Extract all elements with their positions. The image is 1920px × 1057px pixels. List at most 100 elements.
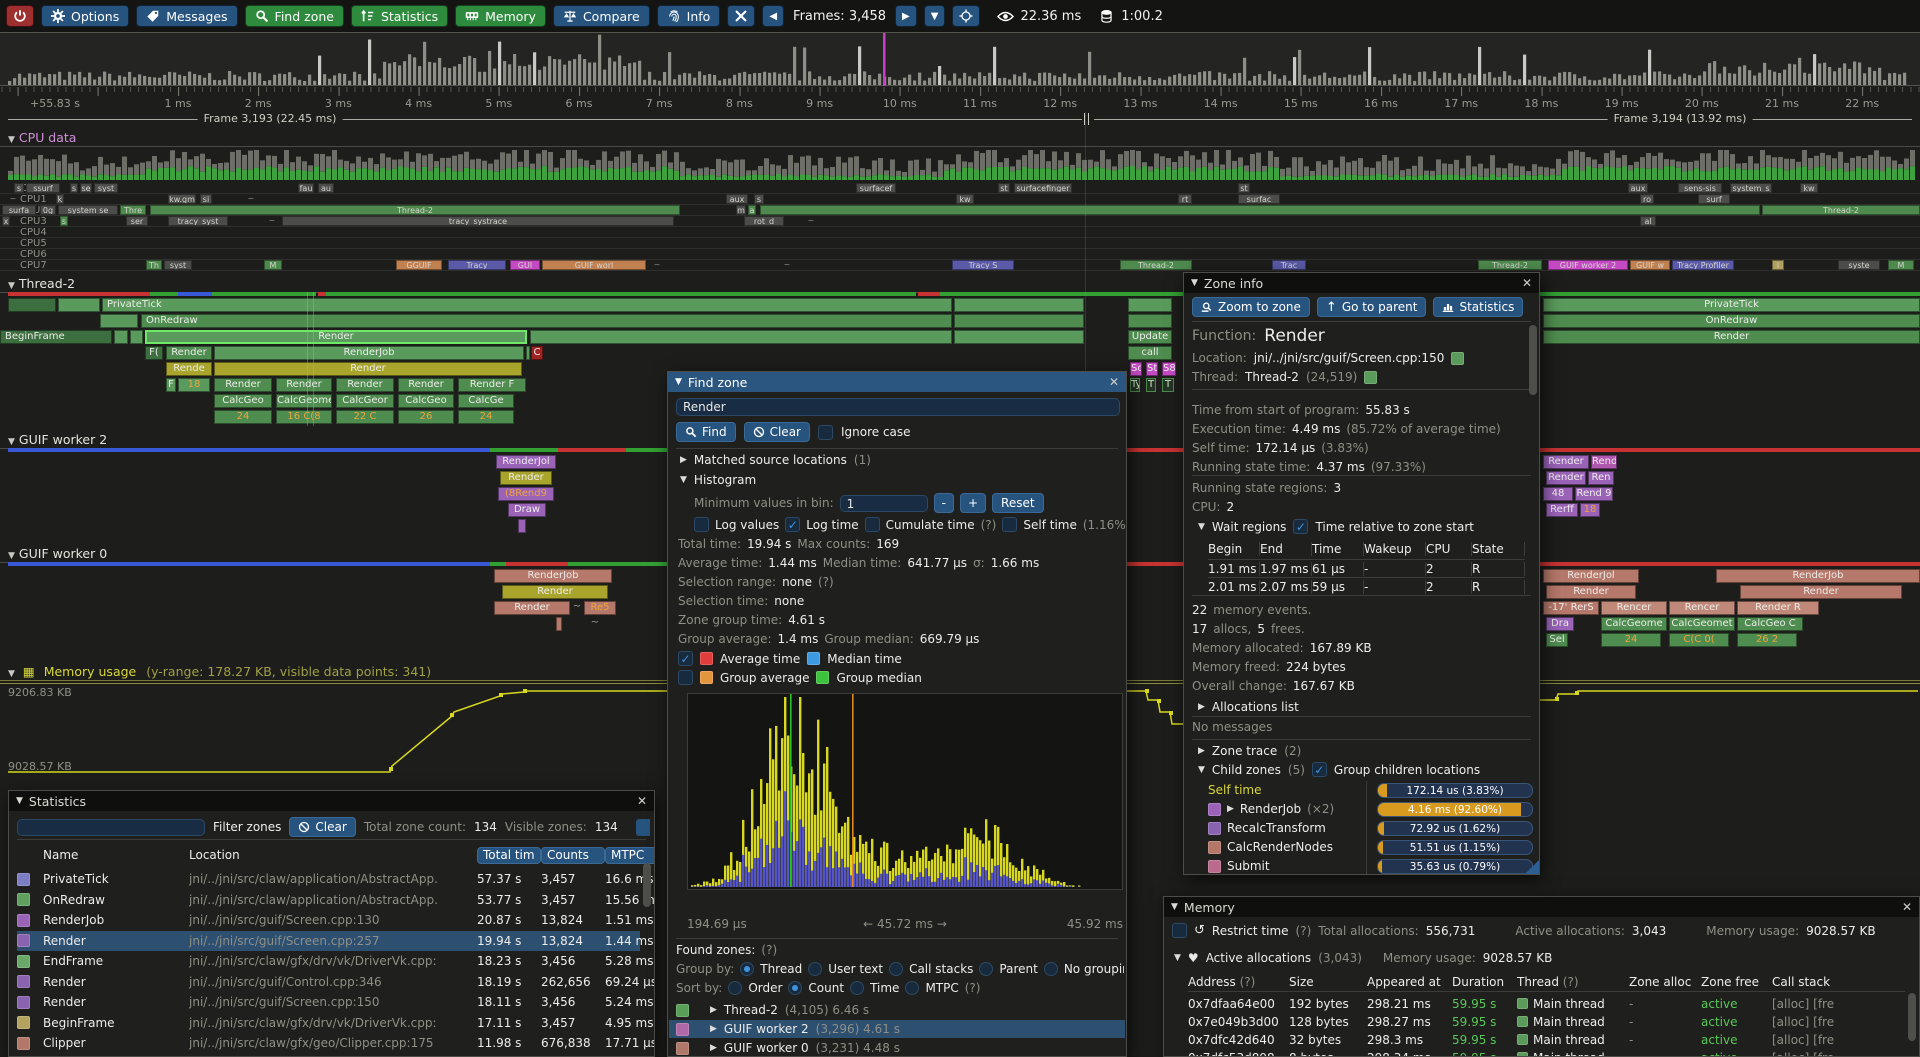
- timeline-zone[interactable]: Ren: [1588, 471, 1614, 485]
- close-icon[interactable]: ✕: [1901, 900, 1912, 914]
- expander-icon[interactable]: ▶: [710, 1005, 717, 1015]
- timeline-zone[interactable]: Render: [1543, 455, 1589, 469]
- table-row[interactable]: Render jni/../jni/src/guif/Screen.cpp:150…: [17, 992, 653, 1012]
- timeline-zone[interactable]: 16 C(8: [276, 410, 332, 424]
- restrict-time-checkbox[interactable]: [1172, 923, 1187, 938]
- timeline-zone[interactable]: RenderJob: [494, 569, 612, 583]
- timeline-zone[interactable]: 26 2: [1737, 633, 1797, 647]
- timeline-zone[interactable]: Update: [1128, 330, 1172, 344]
- thread-section-header-thread-2[interactable]: ▼ Thread-2: [0, 276, 1920, 293]
- timeline-zone[interactable]: 24: [214, 410, 272, 424]
- timeline-zone[interactable]: RenderJob: [1716, 569, 1920, 583]
- memory-titlebar[interactable]: ▼ Memory ✕: [1164, 897, 1919, 917]
- collapse-icon[interactable]: ▼: [8, 669, 15, 679]
- go-to-parent-button[interactable]: ↑ Go to parent: [1316, 297, 1427, 317]
- radio-sort-by-mtpc[interactable]: [905, 981, 920, 995]
- timeline-zone[interactable]: F(: [145, 346, 163, 360]
- toolbar-button-compare[interactable]: Compare: [552, 5, 650, 27]
- child-zone-row[interactable]: Submit 35.63 us (0.79%): [1208, 857, 1533, 874]
- cpu-zone[interactable]: surf: [1698, 194, 1730, 204]
- column-header-counts[interactable]: Counts: [541, 846, 605, 864]
- toolbar-button-find-zone[interactable]: Find zone: [244, 5, 344, 27]
- timeline-zone[interactable]: 18: [178, 378, 210, 392]
- cpu-zone[interactable]: x: [2, 216, 10, 226]
- clear-filter-button[interactable]: Clear: [289, 817, 356, 837]
- timeline-zone[interactable]: RenderJob: [214, 346, 524, 360]
- found-zone-group[interactable]: ▶ GUIF worker 0 (3,231) 4.48 s: [669, 1039, 1125, 1056]
- time-relative-checkbox[interactable]: ✓: [1293, 519, 1309, 534]
- child-zone-row[interactable]: ▶ RenderJob (×2) 4.16 ms (92.60%): [1208, 800, 1533, 818]
- search-input[interactable]: Render: [676, 398, 1120, 416]
- cpu-zone[interactable]: Tracy: [448, 260, 506, 270]
- cpu-zone[interactable]: al: [1640, 216, 1656, 226]
- timeline-zone[interactable]: Render: [1740, 585, 1902, 599]
- collapse-icon[interactable]: ▼: [675, 377, 682, 387]
- cpu-zone[interactable]: aux: [726, 194, 748, 204]
- cpu-zone[interactable]: Thread-2: [1120, 260, 1192, 270]
- table-row[interactable]: OnRedraw jni/../jni/src/claw/application/…: [17, 890, 654, 910]
- timeline-zone[interactable]: Render F: [458, 378, 526, 392]
- cpu-zone[interactable]: kw.gm: [168, 194, 196, 204]
- toolbar-button-info[interactable]: Info: [656, 5, 721, 27]
- cpu-zone[interactable]: rt: [1178, 194, 1192, 204]
- timeline-zone[interactable]: [954, 298, 1084, 312]
- table-row[interactable]: CalcGeometryjni/../jni/src/claw/graphics…: [17, 1054, 640, 1057]
- timeline-zone[interactable]: Render: [502, 585, 608, 599]
- cpu-zone[interactable]: ~: [783, 260, 791, 269]
- timeline-zone[interactable]: Render: [1546, 471, 1586, 485]
- cpu-zone[interactable]: l: [1772, 260, 1784, 270]
- cpu-zone[interactable]: s: [754, 194, 764, 204]
- cpu-zone[interactable]: Thread-2: [1478, 260, 1542, 270]
- cpu-zone[interactable]: syste: [1838, 260, 1880, 270]
- timeline-zone[interactable]: OnRedraw: [1543, 314, 1920, 328]
- cpu-zone[interactable]: surfac: [1238, 194, 1280, 204]
- timeline-zone[interactable]: Render: [494, 601, 570, 615]
- radio-sort-by-count[interactable]: [788, 981, 803, 995]
- close-icon[interactable]: ✕: [1521, 276, 1532, 290]
- child-zone-row[interactable]: CalcRenderNodes 51.51 us (1.15%): [1208, 838, 1533, 856]
- timeline-zone[interactable]: Sc: [1130, 362, 1142, 376]
- memory-column-header[interactable]: Zone free: [1701, 975, 1760, 989]
- timeline-zone[interactable]: 24: [1601, 633, 1661, 647]
- cpu-zone[interactable]: Thread-2: [150, 205, 680, 215]
- timeline-zone[interactable]: Sel: [1546, 633, 1568, 647]
- column-header-location[interactable]: Location: [189, 848, 240, 862]
- cpu-zone[interactable]: M: [264, 260, 282, 270]
- collapse-icon[interactable]: ▼: [680, 475, 687, 485]
- timeline-zone[interactable]: 24: [458, 410, 514, 424]
- cpu-zone[interactable]: ro: [1640, 194, 1654, 204]
- cpu-zone[interactable]: au: [318, 183, 334, 193]
- cpu-zone[interactable]: Tracy S: [952, 260, 1014, 270]
- timeline-zone[interactable]: Render R: [1737, 601, 1819, 615]
- timeline-zone[interactable]: 48: [1543, 487, 1573, 501]
- cpu-zone[interactable]: syst: [94, 183, 118, 193]
- cpu-zone[interactable]: st: [998, 183, 1010, 193]
- cpu-zone[interactable]: se: [80, 183, 92, 193]
- timeline-zone[interactable]: [530, 330, 952, 344]
- timeline-zone[interactable]: Re5: [584, 601, 616, 615]
- toolbar-button-statistics[interactable]: Statistics: [350, 5, 449, 27]
- cpu-zone[interactable]: m: [736, 205, 746, 215]
- timeline-zone[interactable]: Render: [336, 378, 394, 392]
- location-value[interactable]: jni/../jni/src/guif/Screen.cpp:150: [1253, 351, 1445, 365]
- collapse-icon[interactable]: ▼: [16, 796, 23, 806]
- timeline-zone[interactable]: PrivateTick: [102, 298, 952, 312]
- cpu-zone[interactable]: ~: [268, 216, 276, 225]
- checkbox-cumulate-time[interactable]: [864, 517, 880, 532]
- help-icon[interactable]: (?): [761, 943, 778, 957]
- cpu-zone[interactable]: GGUIF: [396, 260, 442, 270]
- zone-info-titlebar[interactable]: ▼ Zone info ✕: [1184, 273, 1539, 293]
- timeline-zone[interactable]: 26: [398, 410, 454, 424]
- timeline-zone[interactable]: Rende: [166, 362, 212, 376]
- cpu-zone[interactable]: s: [60, 216, 68, 226]
- child-zone-row[interactable]: RecalcTransform 72.92 us (1.62%): [1208, 819, 1533, 837]
- radio-group-by-parent[interactable]: [979, 962, 994, 976]
- timeline-zone[interactable]: CalcGeo: [398, 394, 454, 408]
- cpu-zone[interactable]: tracy_syst: [168, 216, 228, 226]
- memory-scrollbar[interactable]: [1908, 993, 1916, 1041]
- toolbar-button-messages[interactable]: Messages: [136, 5, 238, 27]
- radio-group-by-thread[interactable]: [740, 962, 755, 976]
- radio-group-by-call-stacks[interactable]: [889, 962, 904, 976]
- expander-icon[interactable]: ▶: [710, 1024, 717, 1034]
- memory-table-row[interactable]: 0x7e049b3d00 128 bytes 298.27 ms 59.95 s Mai…: [1188, 1013, 1905, 1030]
